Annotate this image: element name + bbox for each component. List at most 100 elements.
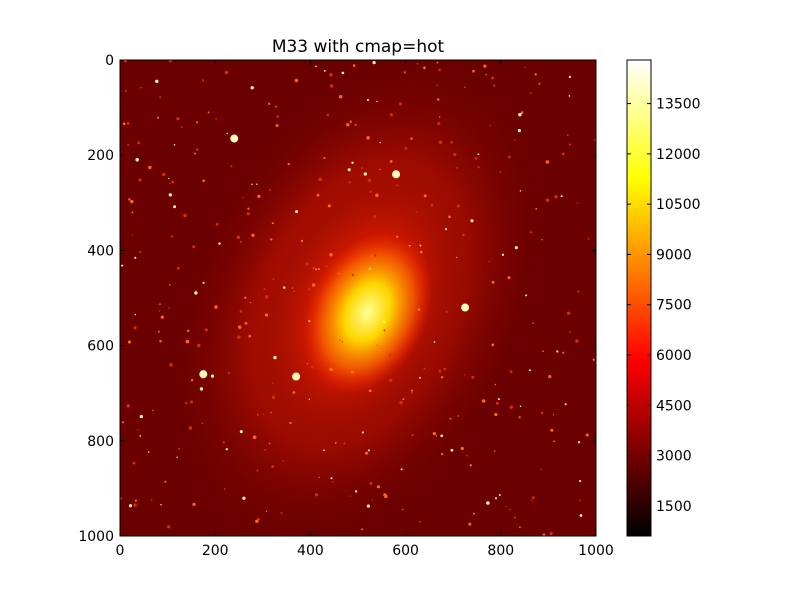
star-point bbox=[227, 371, 231, 375]
star-point bbox=[195, 148, 199, 151]
star-point bbox=[201, 422, 204, 425]
star-point bbox=[365, 451, 369, 455]
star-point bbox=[436, 84, 438, 87]
star-point bbox=[448, 215, 451, 219]
star-point bbox=[268, 442, 271, 445]
star-point bbox=[499, 170, 502, 173]
star-point bbox=[486, 501, 490, 505]
star-point bbox=[587, 237, 590, 240]
star-point bbox=[438, 369, 442, 373]
star-point bbox=[306, 363, 309, 365]
star-point bbox=[481, 399, 486, 403]
star-point bbox=[438, 116, 441, 118]
y-tick-label: 800 bbox=[87, 434, 114, 450]
star-point bbox=[560, 195, 563, 198]
star-point bbox=[553, 440, 556, 443]
star-point bbox=[507, 155, 511, 159]
star-point bbox=[472, 69, 475, 73]
star-point bbox=[529, 231, 533, 234]
star-point bbox=[532, 322, 534, 324]
star-point bbox=[275, 124, 279, 127]
star-point bbox=[354, 123, 358, 127]
star-point bbox=[440, 376, 444, 379]
star-point bbox=[186, 329, 190, 333]
star-point bbox=[164, 480, 167, 483]
star-point bbox=[170, 235, 174, 238]
star-point bbox=[168, 177, 170, 180]
star-point bbox=[314, 268, 318, 271]
colorbar-tick-label: 9000 bbox=[656, 247, 692, 263]
star-point bbox=[472, 512, 476, 515]
star-point bbox=[246, 212, 250, 216]
star-point bbox=[373, 254, 377, 257]
star-point bbox=[554, 195, 558, 199]
star-point bbox=[351, 161, 354, 164]
bright-star bbox=[392, 170, 401, 179]
star-point bbox=[456, 166, 459, 169]
star-point bbox=[326, 113, 330, 117]
star-point bbox=[210, 374, 215, 378]
star-point bbox=[567, 134, 569, 136]
star-point bbox=[319, 362, 324, 366]
star-point bbox=[519, 405, 522, 407]
star-point bbox=[432, 431, 436, 436]
star-point bbox=[436, 98, 440, 101]
star-point bbox=[162, 172, 166, 177]
star-point bbox=[379, 141, 381, 144]
star-point bbox=[423, 66, 426, 70]
star-point bbox=[548, 374, 552, 379]
star-point bbox=[148, 451, 150, 453]
star-point bbox=[133, 503, 137, 507]
star-point bbox=[368, 267, 371, 270]
star-point bbox=[542, 350, 544, 353]
star-point bbox=[379, 168, 381, 171]
star-point bbox=[545, 198, 550, 203]
star-point bbox=[464, 374, 466, 376]
star-point bbox=[256, 183, 258, 185]
star-point bbox=[159, 96, 161, 98]
star-point bbox=[190, 400, 194, 404]
star-point bbox=[352, 64, 356, 67]
star-point bbox=[326, 282, 328, 285]
star-point bbox=[237, 325, 242, 329]
star-point bbox=[204, 328, 208, 332]
star-point bbox=[323, 157, 326, 160]
star-point bbox=[135, 158, 139, 162]
star-point bbox=[237, 335, 241, 339]
star-point bbox=[579, 479, 582, 482]
star-point bbox=[438, 140, 443, 144]
star-point bbox=[324, 70, 326, 72]
x-axis: 0 200 400 600 800 1000 bbox=[116, 60, 614, 559]
star-point bbox=[561, 152, 565, 156]
star-point bbox=[369, 481, 373, 485]
star-point bbox=[474, 156, 478, 160]
star-point bbox=[396, 235, 399, 238]
star-point bbox=[430, 203, 434, 207]
star-point bbox=[257, 517, 260, 521]
bright-star bbox=[199, 370, 208, 379]
star-point bbox=[529, 369, 531, 372]
star-point bbox=[176, 266, 180, 270]
star-point bbox=[449, 417, 452, 420]
star-point bbox=[350, 370, 354, 374]
star-point bbox=[125, 90, 127, 92]
star-point bbox=[140, 87, 142, 89]
star-point bbox=[282, 459, 285, 462]
star-point bbox=[363, 172, 367, 176]
star-point bbox=[311, 283, 316, 287]
star-point bbox=[579, 514, 583, 517]
star-point bbox=[311, 365, 315, 369]
star-point bbox=[308, 398, 310, 400]
star-point bbox=[368, 389, 372, 393]
star-point bbox=[168, 60, 172, 63]
star-point bbox=[376, 100, 378, 103]
star-point bbox=[168, 193, 172, 197]
colorbar-tick-label: 7500 bbox=[656, 298, 692, 314]
star-point bbox=[495, 401, 499, 405]
star-point bbox=[351, 273, 355, 277]
star-point bbox=[137, 141, 141, 145]
star-point bbox=[417, 308, 421, 312]
star-point bbox=[222, 441, 225, 444]
star-point bbox=[347, 168, 351, 172]
star-point bbox=[315, 65, 317, 68]
